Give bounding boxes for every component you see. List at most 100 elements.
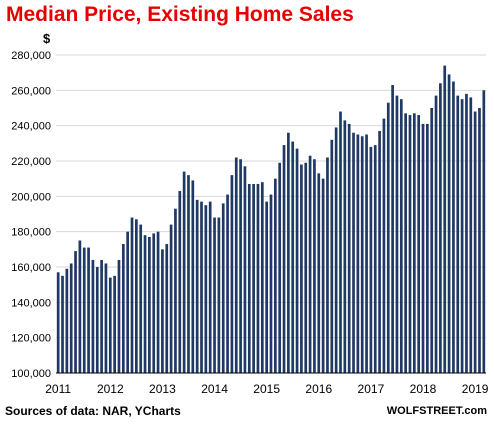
bar: [104, 263, 108, 373]
bar: [447, 74, 451, 374]
y-axis-tick-labels: 100,000 120,000 140,000 160,000 180,000 200,0…: [11, 50, 51, 380]
bar: [95, 267, 99, 373]
y-tick-label: 260,000: [11, 85, 51, 97]
bar: [300, 164, 303, 373]
bar: [417, 115, 421, 373]
bar: [174, 208, 177, 373]
y-axis-unit: $: [43, 31, 51, 46]
bar: [282, 145, 286, 373]
bar: [460, 99, 464, 374]
y-tick-label: 200,000: [11, 191, 51, 203]
bar: [369, 146, 373, 373]
chart-title: Median Price, Existing Home Sales: [6, 3, 354, 26]
bar: [200, 201, 203, 373]
bar: [169, 224, 173, 373]
bar: [130, 217, 134, 373]
bar: [434, 95, 438, 373]
bar: [404, 113, 407, 374]
bar: [330, 139, 334, 373]
bar: [148, 236, 151, 373]
bar: [360, 136, 364, 373]
bar: [391, 85, 394, 373]
bar: [347, 123, 351, 374]
bar: [139, 224, 143, 373]
bar: [234, 157, 238, 373]
bar: [469, 97, 473, 374]
x-tick-label: 2011: [45, 382, 71, 396]
bar: [308, 155, 312, 373]
bar: [213, 217, 216, 373]
bar: [61, 275, 64, 373]
bar: [473, 111, 477, 373]
bar: [165, 244, 169, 373]
bar: [287, 132, 290, 373]
y-tick-label: 220,000: [11, 156, 51, 168]
bar: [269, 194, 273, 373]
bar: [339, 111, 342, 373]
bar: [260, 182, 264, 373]
bars: [56, 65, 486, 374]
bar: [74, 251, 77, 373]
bar: [87, 247, 90, 373]
bar: [439, 83, 442, 374]
x-axis-tick-labels: 2011 2012 2013 2014 2015 2016 2017 2018 2019: [45, 382, 489, 396]
bar: [334, 127, 338, 374]
bar: [343, 120, 347, 374]
bar: [56, 272, 60, 373]
bar: [156, 231, 160, 373]
y-tick-label: 140,000: [11, 297, 51, 309]
bar: [317, 173, 321, 373]
site-credit: WOLFSTREET.com: [386, 405, 487, 417]
bar: [178, 191, 182, 373]
bar: [456, 95, 460, 373]
bar: [204, 205, 208, 373]
bar: [161, 249, 164, 373]
bar: [143, 235, 147, 373]
bar: [243, 166, 247, 373]
bar: [465, 93, 468, 374]
bar: [352, 132, 355, 373]
bar: [247, 183, 251, 373]
bar: [482, 90, 486, 373]
bar: [230, 175, 234, 373]
y-tick-label: 120,000: [11, 333, 51, 345]
bar: [256, 183, 260, 373]
y-tick-label: 180,000: [11, 227, 51, 239]
bar: [373, 145, 377, 373]
bar: [399, 99, 403, 374]
bar: [326, 157, 329, 373]
bar: [191, 180, 195, 373]
bar: [321, 178, 325, 373]
bar: [313, 159, 316, 373]
bar: [452, 81, 455, 373]
bar: [365, 134, 368, 373]
bar: [239, 159, 242, 373]
bar: [382, 118, 386, 373]
bar: [126, 231, 130, 373]
x-tick-label: 2019: [462, 382, 489, 396]
bar: [221, 203, 225, 373]
bar: [82, 247, 86, 373]
bar: [117, 259, 121, 373]
bar: [208, 201, 212, 373]
bar: [412, 113, 416, 374]
x-tick-label: 2012: [97, 382, 124, 396]
bar: [430, 108, 434, 373]
y-tick-label: 100,000: [11, 368, 51, 380]
bar: [443, 65, 447, 373]
bar: [295, 148, 299, 373]
y-tick-label: 280,000: [11, 50, 51, 62]
bar: [274, 178, 277, 373]
bar: [113, 275, 116, 373]
bar: [478, 108, 481, 373]
x-tick-label: 2014: [201, 382, 228, 396]
x-tick-label: 2017: [358, 382, 385, 396]
bar: [408, 115, 412, 373]
bar: [78, 240, 82, 373]
x-tick-label: 2013: [149, 382, 176, 396]
bar: [217, 217, 221, 373]
bar: [291, 141, 295, 373]
y-tick-label: 160,000: [11, 262, 51, 274]
y-tick-label: 240,000: [11, 121, 51, 133]
